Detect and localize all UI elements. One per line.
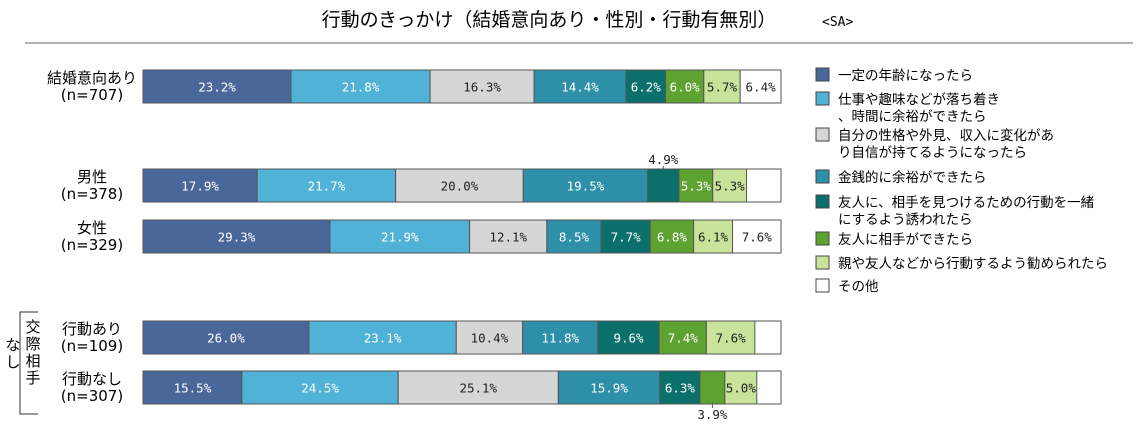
data-label: 6.0%	[670, 80, 701, 95]
data-label: 17.9%	[181, 179, 219, 194]
data-label: 19.5%	[567, 179, 605, 194]
data-label: 5.3%	[715, 179, 746, 194]
data-label: 10.4%	[471, 331, 509, 346]
category-label: 結婚意向あり	[47, 69, 137, 87]
legend-label: 金銭的に余裕ができたら	[838, 169, 987, 186]
legend-swatch	[815, 91, 830, 106]
data-label: 5.3%	[681, 179, 712, 194]
category-label: 女性	[77, 219, 107, 237]
data-label: 6.3%	[665, 381, 696, 396]
bar-segment	[739, 69, 782, 104]
group-bracket: 交際相手なし	[5, 311, 41, 415]
legend-label: 親や友人などから行動するよう勧められたら	[838, 255, 1108, 272]
category-labels: 結婚意向あり(n=707) 男性(n=378) 女性(n=329) 行動あり(n=10…	[47, 69, 137, 405]
category-n-label: (n=378)	[61, 185, 123, 203]
data-label: 12.1%	[489, 230, 527, 245]
data-label: 7.6%	[742, 230, 773, 245]
legend-swatch	[815, 231, 830, 246]
data-label: 6.8%	[657, 230, 688, 245]
data-label: 23.2%	[198, 80, 236, 95]
data-label: 26.0%	[207, 331, 245, 346]
bar-segment	[395, 168, 524, 203]
legend-label: 友人に、相手を見つけるための行動を一緒にするよう誘われたら	[838, 195, 1095, 228]
data-label: 21.9%	[381, 230, 419, 245]
data-label: 20.0%	[441, 179, 479, 194]
bar-segment	[290, 69, 431, 104]
data-label: 5.7%	[707, 80, 738, 95]
data-label: 15.5%	[174, 381, 212, 396]
legend-swatch	[815, 278, 830, 293]
data-label: 16.3%	[463, 80, 501, 95]
bar-segment	[649, 219, 695, 254]
bar-segment	[597, 320, 660, 355]
bar-segment	[142, 69, 292, 104]
bar-segment	[600, 219, 651, 254]
data-label: 5.0%	[726, 381, 757, 396]
data-label: 7.6%	[716, 331, 747, 346]
category-label: 行動なし	[62, 370, 122, 388]
legend-label: 仕事や趣味などが落ち着き、時間に余裕ができたら	[838, 91, 1000, 125]
bar-segment	[142, 320, 310, 355]
data-label: 6.4%	[746, 80, 777, 95]
category-label: 男性	[77, 168, 107, 186]
data-label: 4.9%	[648, 152, 679, 167]
legend-swatch	[815, 169, 830, 184]
bar-segment	[557, 370, 661, 405]
bar-segment	[712, 168, 748, 203]
group-label: 交際相手なし	[5, 318, 40, 387]
legend-swatch	[815, 255, 830, 270]
data-label: 29.3%	[218, 230, 256, 245]
data-label: 6.1%	[698, 230, 729, 245]
data-label: 6.2%	[631, 80, 662, 95]
bar-segment	[705, 320, 756, 355]
bar-segment	[658, 320, 707, 355]
data-label: 14.4%	[561, 80, 599, 95]
legend-swatch	[815, 194, 830, 209]
legend-label: 一定の年齢になったら	[838, 68, 973, 84]
data-label: 23.1%	[364, 331, 402, 346]
bar-segment	[469, 219, 548, 254]
data-label: 21.7%	[308, 179, 346, 194]
bar-segment	[522, 320, 599, 355]
bar-segment	[142, 168, 258, 203]
bar-segment	[732, 219, 782, 254]
data-label: 3.9%	[697, 407, 728, 422]
bar-segment	[546, 219, 602, 254]
data-label: 21.8%	[342, 80, 380, 95]
legend: 一定の年齢になったら仕事や趣味などが落ち着き、時間に余裕ができたら自分の性格や外…	[815, 67, 1108, 295]
bar-segment	[142, 370, 243, 405]
bar-segment	[647, 168, 680, 203]
bar-segment	[699, 370, 726, 405]
chart-title-tag: <SA>	[822, 15, 853, 30]
legend-swatch	[815, 127, 830, 142]
legend-label: 自分の性格や外見、収入に変化があり自信が持てるようになったら	[838, 127, 1054, 161]
category-n-label: (n=109)	[61, 337, 123, 355]
category-n-label: (n=329)	[61, 236, 123, 254]
legend-label: その他	[838, 279, 879, 295]
bar-segment	[693, 219, 734, 254]
bar-segment	[724, 370, 758, 405]
data-label: 9.6%	[613, 331, 644, 346]
category-n-label: (n=707)	[61, 86, 123, 104]
data-label: 7.7%	[611, 230, 642, 245]
bars: 23.2% 21.8% 16.3% 14.4% 6.2% 6.0% 5.7% 6.4% 17.9…	[142, 69, 782, 422]
bar-segment	[241, 370, 399, 405]
data-label: 15.9%	[590, 381, 628, 396]
bar-segment	[522, 168, 649, 203]
data-label: 24.5%	[301, 381, 339, 396]
legend-label: 友人に相手ができたら	[838, 232, 973, 248]
group-bracket-line	[19, 311, 38, 415]
data-label: 11.8%	[541, 331, 579, 346]
bar-segment	[678, 168, 714, 203]
data-label: 25.1%	[459, 381, 497, 396]
data-label: 7.4%	[668, 331, 699, 346]
category-n-label: (n=307)	[61, 387, 123, 405]
bar-segment	[142, 219, 331, 254]
bar-segment	[659, 370, 701, 405]
chart-title: 行動のきっかけ（結婚意向あり・性別・行動有無別）	[322, 9, 777, 31]
category-label: 行動あり	[62, 320, 122, 338]
data-label: 8.5%	[559, 230, 590, 245]
legend-swatch	[815, 67, 830, 82]
